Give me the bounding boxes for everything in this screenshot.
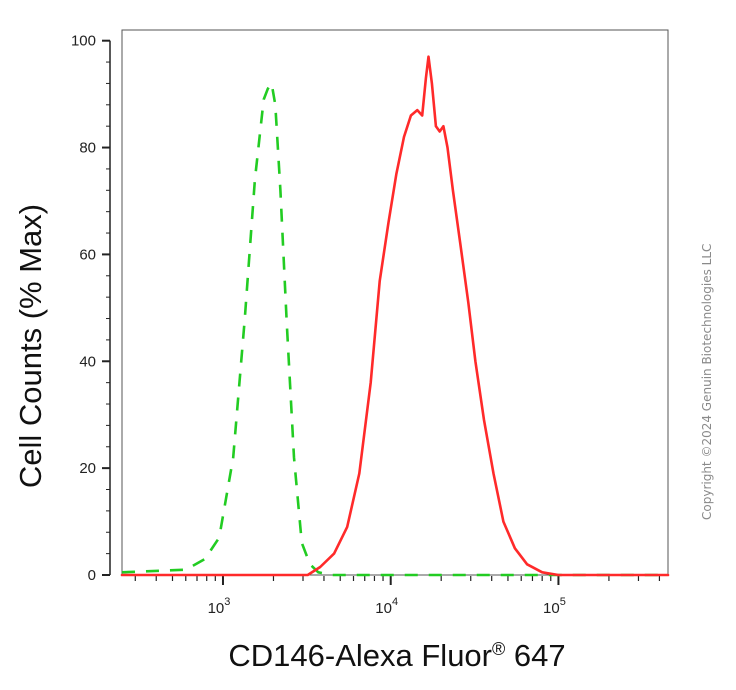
isotype-control-histogram [121, 82, 668, 577]
x-tick-label-base: 10 [208, 600, 225, 617]
y-tick-label: 60 [79, 246, 96, 263]
x-tick-label: 105 [543, 596, 566, 617]
y-axis: 0 20 40 60 80 100 [71, 33, 111, 584]
x-tick-label-base: 10 [543, 600, 560, 617]
y-tick-label: 80 [79, 140, 96, 157]
x-tick-label: 103 [208, 596, 231, 617]
copyright-text: Copyright ©2024 Genuin Biotechnologies L… [700, 243, 714, 520]
y-axis-title: Cell Counts (% Max) [13, 204, 48, 488]
x-tick-label: 104 [375, 596, 398, 617]
x-tick-label-exponent: 3 [224, 596, 230, 608]
x-axis-title-main: CD146-Alexa Fluor [228, 638, 492, 673]
y-tick-label: 0 [88, 567, 96, 584]
x-tick-label-base: 10 [375, 600, 392, 617]
x-tick-label-exponent: 5 [560, 596, 566, 608]
plot-frame [121, 29, 669, 576]
x-tick-label-exponent: 4 [392, 596, 398, 608]
x-axis-title-registered-mark: ® [492, 639, 505, 659]
x-axis: 103 104 105 [134, 576, 661, 617]
x-axis-title-tail: 647 [505, 638, 565, 673]
y-tick-label: 100 [71, 33, 96, 50]
y-tick-label: 40 [79, 353, 96, 370]
y-tick-label: 20 [79, 460, 96, 477]
x-axis-title: CD146-Alexa Fluor® 647 [228, 638, 565, 673]
series-layer [120, 55, 670, 577]
cd146-histogram [120, 55, 670, 577]
